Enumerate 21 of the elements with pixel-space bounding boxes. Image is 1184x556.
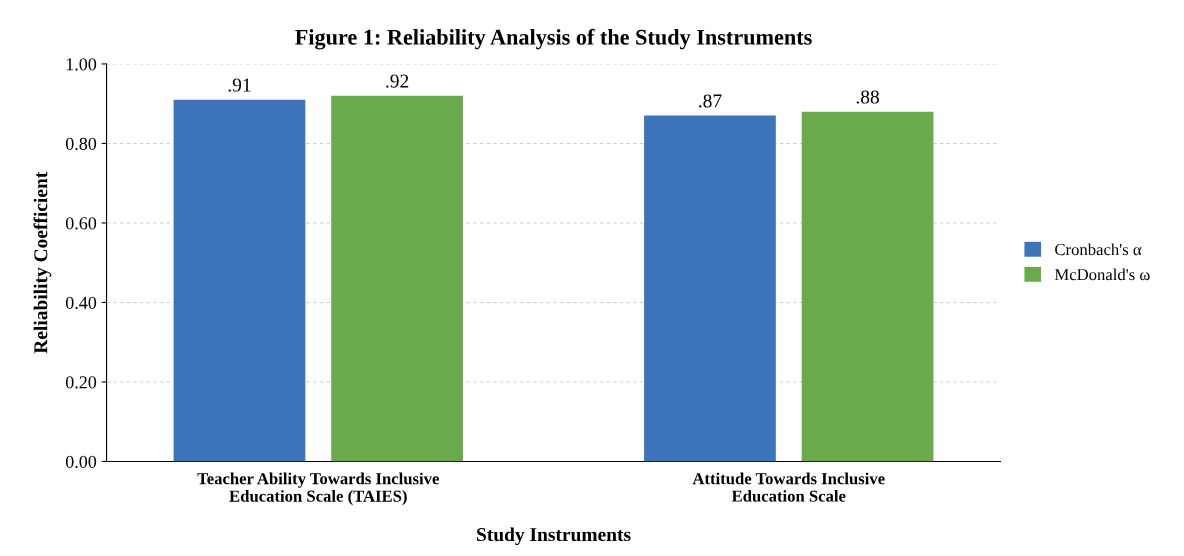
y-tick-label: 0.60 [65, 217, 97, 230]
bar [801, 111, 934, 462]
y-tick-label: 1.00 [66, 58, 97, 71]
y-tick-label: 0.00 [65, 455, 97, 468]
x-tick-label: Teacher Ability Towards Inclusive Education Scale (TAIES) [197, 472, 439, 506]
bar [173, 99, 306, 462]
data-label: .88 [856, 90, 879, 104]
y-tick-label: 0.20 [65, 376, 97, 389]
legend-label: McDonald's ω [1054, 268, 1150, 281]
bar [644, 115, 776, 462]
y-tick-label: 0.80 [65, 137, 97, 150]
chart-title: Figure 1: Reliability Analysis of the Study Instruments [295, 28, 812, 50]
x-tick-label: Attitude Towards Inclusive Education Scale [692, 472, 885, 502]
data-label: .92 [386, 74, 409, 88]
y-tick-label: 0.40 [65, 296, 97, 309]
legend-label: Cronbach's α [1055, 243, 1142, 256]
y-axis-title: Reliability Coefficient [33, 171, 52, 354]
data-label: .91 [228, 78, 251, 92]
bar [331, 95, 463, 462]
x-axis-title: Study Instruments [477, 527, 631, 546]
data-label: .87 [699, 94, 722, 108]
